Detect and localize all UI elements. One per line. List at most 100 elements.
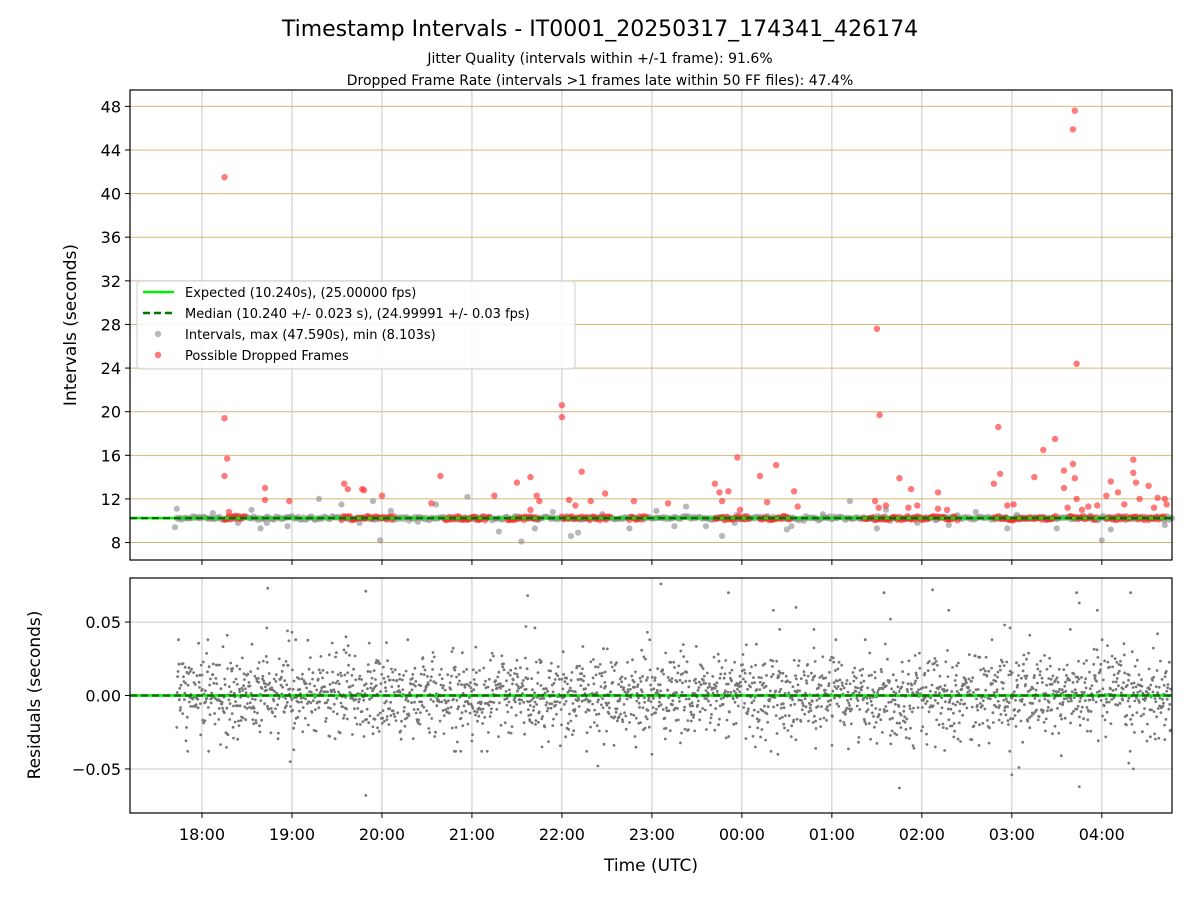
residual-point bbox=[1034, 688, 1038, 692]
residual-point bbox=[210, 691, 214, 695]
residual-point bbox=[277, 731, 280, 735]
residual-point bbox=[406, 638, 410, 642]
residual-point bbox=[920, 729, 923, 733]
residual-point bbox=[448, 711, 451, 715]
residual-point bbox=[1047, 700, 1051, 704]
residual-point bbox=[236, 704, 240, 708]
residual-point bbox=[950, 724, 954, 728]
residual-point bbox=[699, 683, 703, 687]
residual-point bbox=[462, 670, 466, 674]
residual-point bbox=[818, 717, 822, 721]
residual-point bbox=[938, 691, 941, 695]
dropped-point-79 bbox=[1132, 479, 1140, 486]
residual-point bbox=[870, 703, 874, 707]
interval-point-17 bbox=[495, 528, 502, 535]
residual-point bbox=[892, 710, 896, 714]
residual-point bbox=[238, 690, 242, 694]
residual-point bbox=[676, 707, 679, 710]
residual-point bbox=[339, 701, 343, 705]
residual-point bbox=[1071, 681, 1075, 684]
residual-point bbox=[525, 667, 529, 671]
residual-point bbox=[760, 728, 764, 731]
residual-point bbox=[383, 680, 387, 684]
residual-point bbox=[580, 672, 584, 676]
residual-point bbox=[289, 705, 292, 708]
residual-point bbox=[1048, 656, 1051, 660]
residual-point bbox=[847, 701, 851, 705]
residual-point bbox=[1085, 659, 1088, 662]
residual-point bbox=[1134, 685, 1138, 689]
residual-point bbox=[613, 669, 616, 672]
residual-point bbox=[757, 718, 761, 722]
residual-point bbox=[714, 684, 718, 688]
residual-point bbox=[776, 703, 779, 707]
residual-point bbox=[954, 703, 957, 707]
residual-point bbox=[1052, 689, 1056, 693]
residual-point bbox=[1106, 644, 1109, 647]
residual-point bbox=[252, 722, 256, 726]
residual-point bbox=[624, 714, 628, 718]
residual-point bbox=[1131, 713, 1135, 717]
residual-point bbox=[230, 669, 234, 673]
residual-point bbox=[427, 683, 430, 686]
residual-point bbox=[507, 700, 511, 704]
residual-point bbox=[229, 690, 233, 694]
residual-point bbox=[971, 676, 975, 680]
residual-point bbox=[198, 673, 202, 677]
residual-point bbox=[389, 700, 392, 704]
residual-outlier-46 bbox=[1068, 628, 1072, 631]
residual-point bbox=[252, 706, 256, 710]
residual-point bbox=[499, 723, 503, 727]
residual-point bbox=[991, 682, 994, 686]
residual-point bbox=[197, 680, 201, 684]
residual-point bbox=[1022, 662, 1025, 666]
residual-point bbox=[910, 683, 914, 687]
residual-point bbox=[845, 679, 849, 682]
residual-outlier-30 bbox=[794, 606, 798, 609]
residual-point bbox=[762, 686, 766, 689]
residual-point bbox=[204, 700, 208, 704]
residual-point bbox=[387, 723, 391, 726]
residual-point bbox=[490, 651, 494, 655]
residual-point bbox=[728, 671, 732, 675]
residual-point bbox=[257, 680, 261, 684]
dropped-point-25 bbox=[578, 468, 585, 475]
residual-point bbox=[554, 672, 558, 675]
x-tick-label-0: 18:00 bbox=[179, 825, 225, 844]
residual-point bbox=[771, 659, 775, 663]
residual-point bbox=[330, 641, 334, 645]
residual-point bbox=[949, 707, 953, 711]
residual-point bbox=[960, 698, 963, 702]
residual-point bbox=[649, 683, 652, 687]
dropped-point-78 bbox=[1130, 469, 1137, 476]
residual-point bbox=[574, 714, 578, 718]
residual-point bbox=[595, 691, 599, 695]
residual-point bbox=[1061, 700, 1065, 704]
residual-point bbox=[222, 711, 226, 715]
residual-point bbox=[514, 713, 518, 717]
residual-point bbox=[1162, 701, 1165, 705]
residual-point bbox=[1154, 700, 1158, 704]
residual-point bbox=[389, 714, 393, 717]
residual-point bbox=[301, 706, 305, 709]
dropped-point-21 bbox=[558, 402, 566, 409]
residual-point bbox=[907, 672, 910, 676]
residual-point bbox=[1157, 736, 1161, 740]
residual-point bbox=[1096, 739, 1100, 743]
residual-point bbox=[1078, 700, 1082, 703]
residual-point bbox=[743, 671, 747, 675]
residual-point bbox=[817, 686, 820, 690]
residual-point bbox=[419, 672, 423, 676]
residual-point bbox=[774, 714, 778, 717]
dropped-point-39 bbox=[790, 488, 798, 495]
residual-point bbox=[806, 663, 809, 666]
residual-point bbox=[886, 657, 889, 661]
residual-point bbox=[241, 689, 245, 692]
residual-point bbox=[1151, 646, 1155, 650]
dropped-point-70 bbox=[1078, 506, 1086, 513]
residual-point bbox=[246, 672, 250, 676]
interval-point-12 bbox=[377, 537, 384, 544]
residual-point bbox=[328, 683, 332, 686]
residual-point bbox=[626, 688, 630, 691]
residual-point bbox=[672, 660, 676, 664]
